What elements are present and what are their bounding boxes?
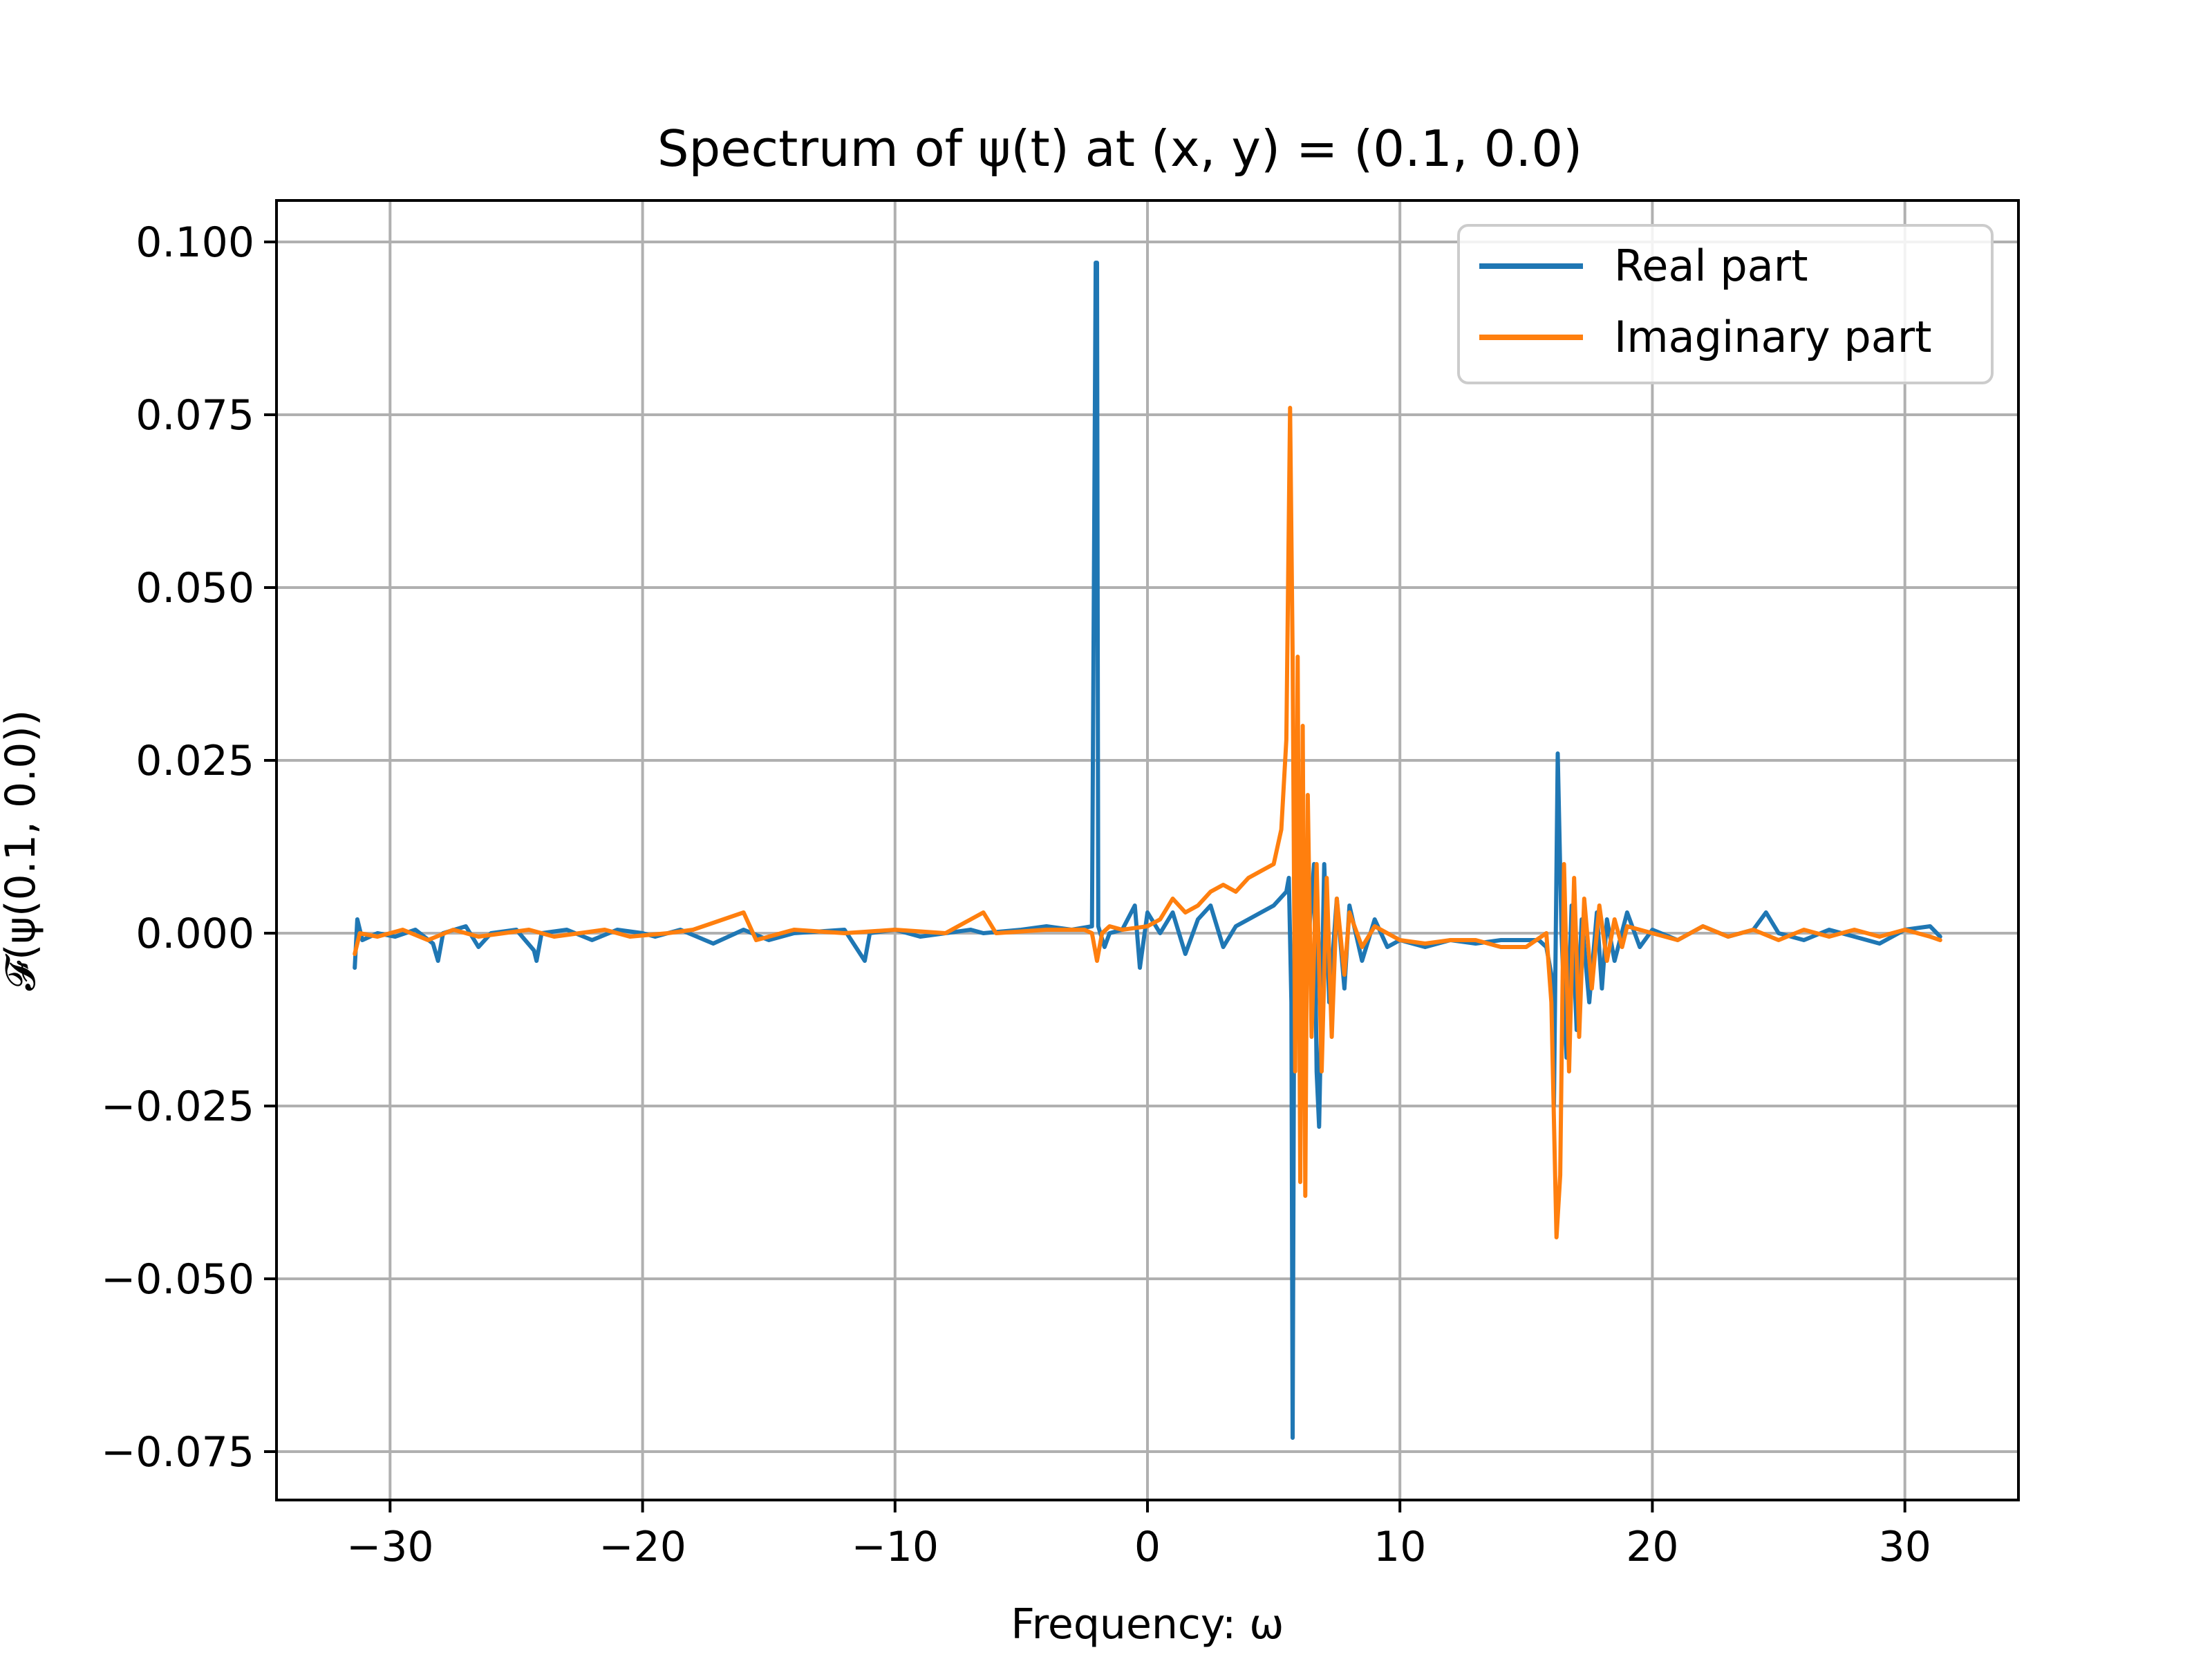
x-tick-label: 0	[1134, 1523, 1161, 1571]
y-tick-label: −0.050	[101, 1255, 254, 1304]
x-axis-label: Frequency: ω	[1011, 1600, 1284, 1649]
chart-title: Spectrum of ψ(t) at (x, y) = (0.1, 0.0)	[657, 120, 1582, 178]
x-tick-label: −30	[346, 1523, 434, 1571]
x-tick-label: 20	[1626, 1523, 1678, 1571]
grid-lines	[276, 200, 2018, 1500]
y-axis-ticks: −0.075 −0.050 −0.025 0.000 0.025 0.050 0.075 0.…	[101, 218, 276, 1477]
plot-frame	[275, 199, 2020, 1501]
y-tick-label: −0.075	[101, 1428, 254, 1477]
series-line-imaginary	[353, 406, 1942, 1239]
y-tick-label: 0.075	[135, 391, 254, 440]
series-lines	[353, 261, 1942, 1440]
y-tick-label: 0.025	[135, 737, 254, 785]
x-tick-label: 30	[1879, 1523, 1931, 1571]
x-tick-label: −20	[599, 1523, 686, 1571]
legend-label-real: Real part	[1614, 241, 1808, 291]
y-axis-label: 𝓕(ψ(0.1, 0.0))	[0, 710, 45, 991]
legend-box	[1457, 224, 1994, 384]
y-tick-label: 0.050	[135, 564, 254, 612]
x-axis-ticks: −30 −20 −10 0 10 20 30	[346, 1500, 1931, 1571]
legend-label-imag: Imaginary part	[1614, 312, 1932, 362]
legend: Real part Imaginary part	[1457, 224, 1994, 384]
x-tick-label: 10	[1374, 1523, 1426, 1571]
y-tick-label: −0.025	[101, 1082, 254, 1131]
y-tick-label: 0.000	[135, 910, 254, 958]
y-tick-label: 0.100	[135, 218, 254, 267]
x-tick-label: −10	[851, 1523, 939, 1571]
